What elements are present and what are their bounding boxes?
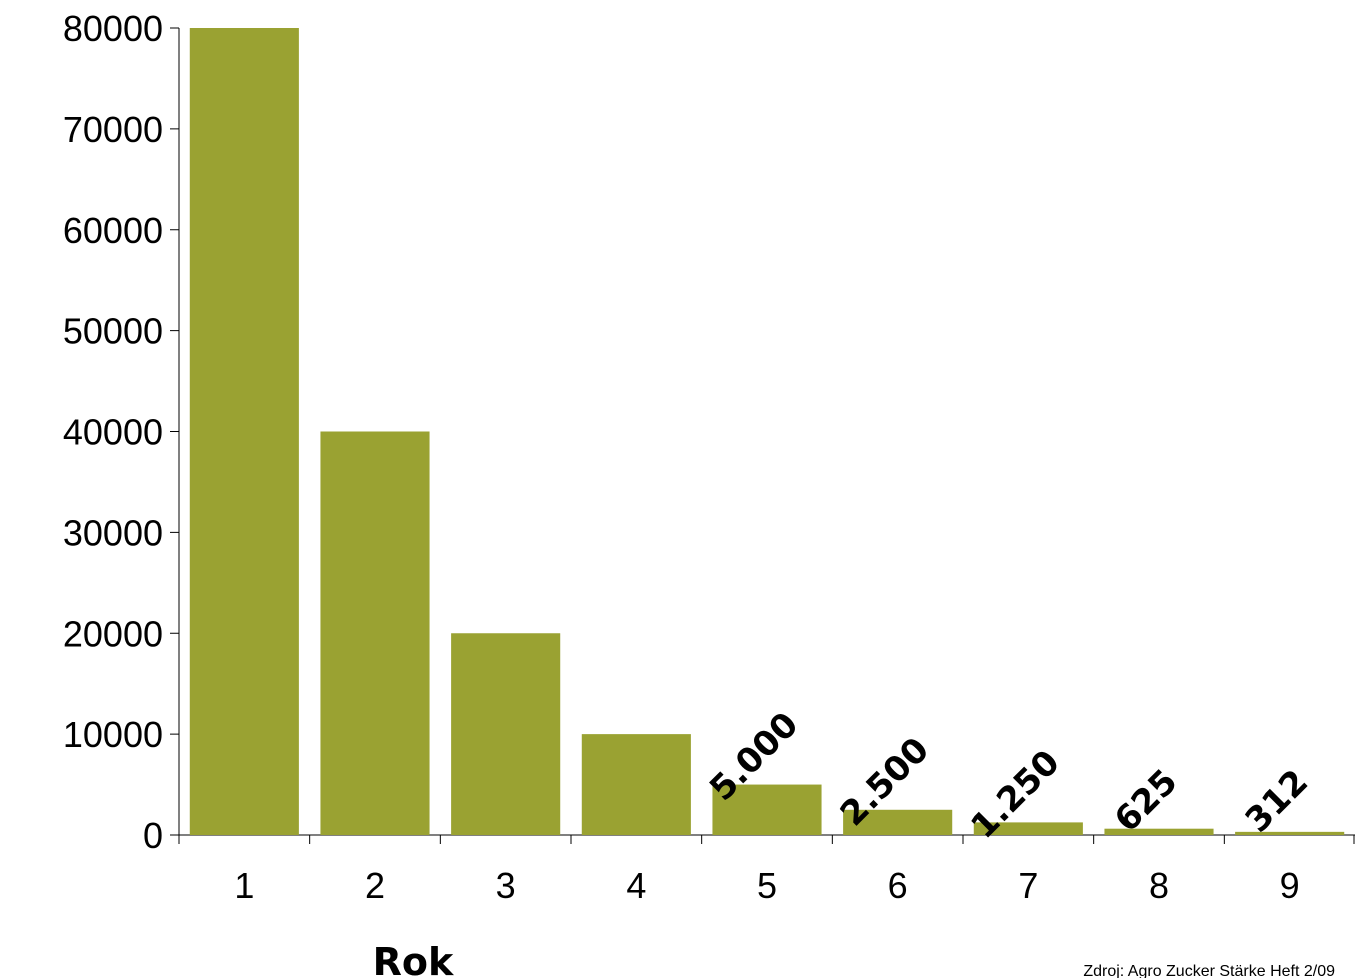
x-tick-label: 4 [626,865,646,906]
bar-3 [451,633,561,835]
y-tick-label: 50000 [63,311,163,352]
x-axis: 1 2 3 4 5 6 7 8 9 [178,834,1355,906]
x-tick-label: 9 [1280,865,1300,906]
y-axis: 0 10000 20000 30000 40000 50000 60000 70000 8000… [63,8,180,856]
bar-5 [712,784,822,835]
data-label: 312 [1238,762,1316,840]
bar-8 [1104,828,1214,835]
x-tick-label: 2 [365,865,385,906]
y-tick-label: 80000 [63,8,163,49]
data-label: 625 [1107,762,1185,840]
bar-4 [581,734,691,835]
bar-1 [189,28,299,835]
y-tick-label: 60000 [63,210,163,251]
bar-7 [973,822,1083,835]
x-tick-label: 5 [757,865,777,906]
bar-6 [843,809,953,835]
x-tick-label: 1 [234,865,254,906]
y-tick-label: 70000 [63,109,163,150]
x-tick-label: 7 [1018,865,1038,906]
y-tick-label: 40000 [63,412,163,453]
x-tick-label: 8 [1149,865,1169,906]
bar-2 [320,431,430,835]
bars [189,28,1345,835]
bar-9 [1235,831,1345,835]
y-tick-label: 30000 [63,512,163,553]
x-axis-title: Rok [373,940,454,978]
y-tick-label: 10000 [63,714,163,755]
source-note: Zdroj: Agro Zucker Stärke Heft 2/09 [1083,963,1335,978]
x-tick-label: 3 [496,865,516,906]
y-tick-label: 20000 [63,613,163,654]
x-tick-label: 6 [888,865,908,906]
y-tick-label: 0 [143,815,163,856]
